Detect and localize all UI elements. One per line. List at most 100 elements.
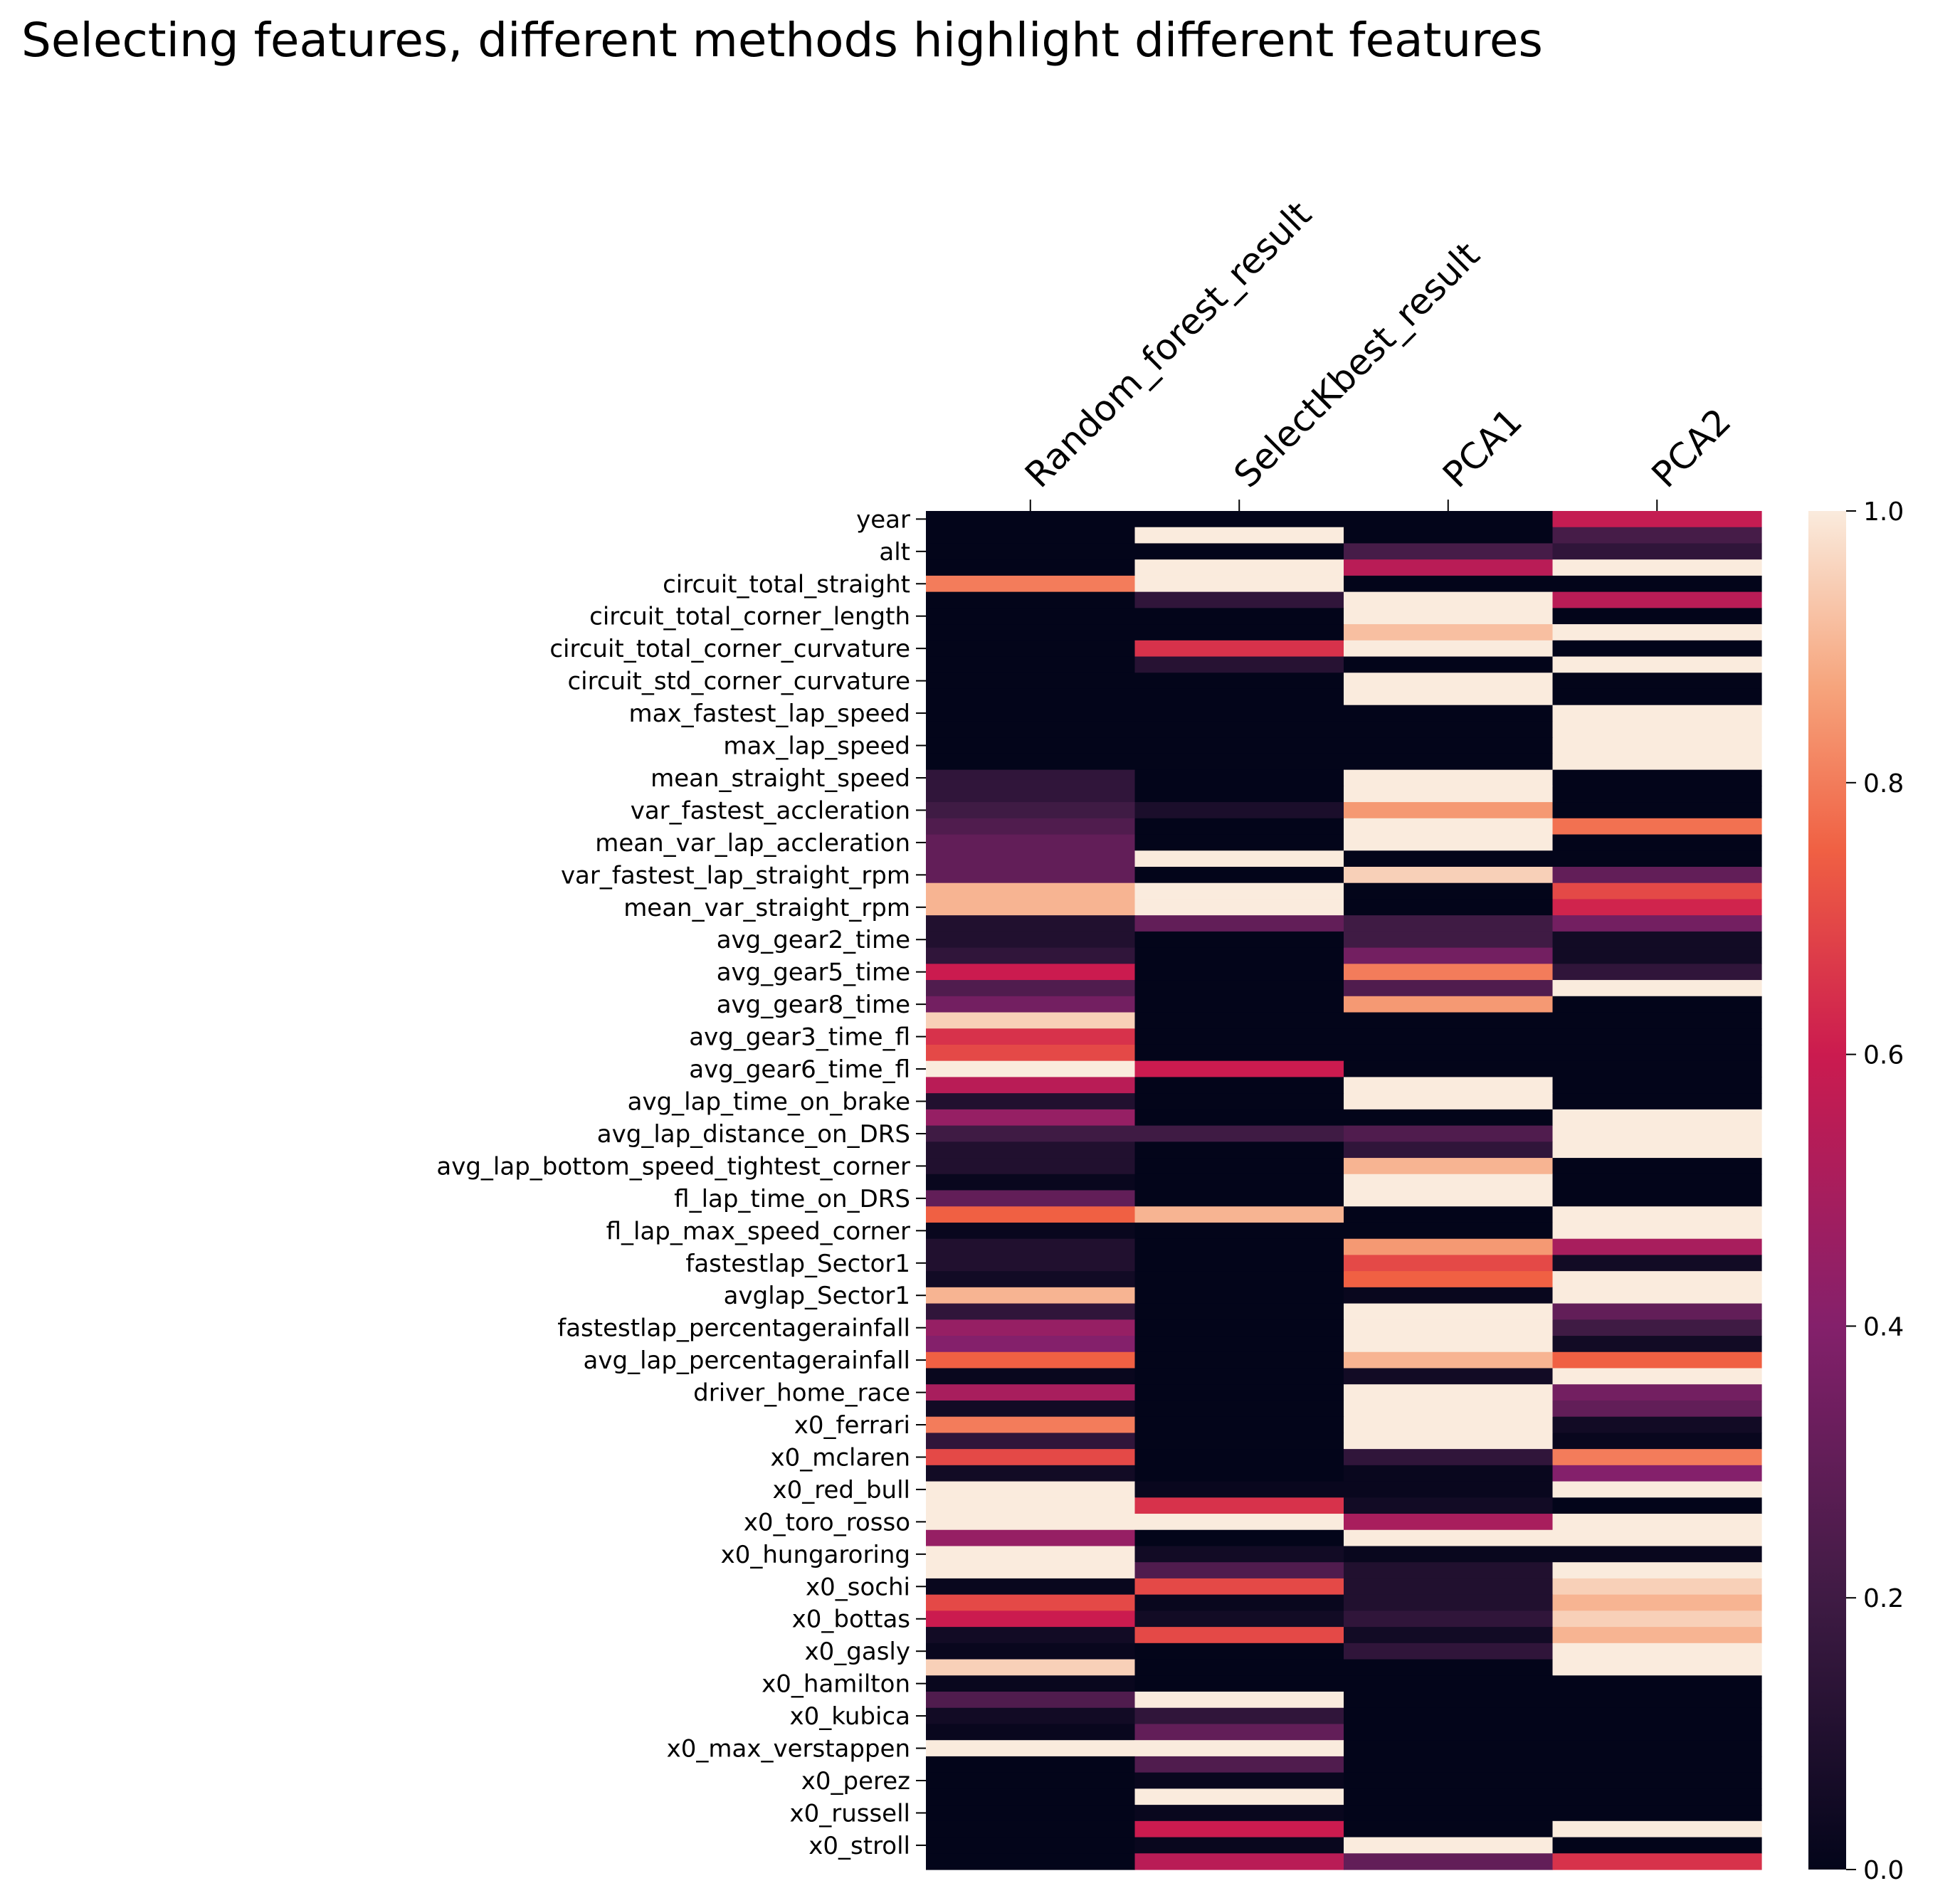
heatmap-cell: [1552, 559, 1762, 576]
heatmap-cell: [926, 575, 1136, 593]
heatmap-cell: [1134, 527, 1344, 544]
heatmap-cell: [1134, 1724, 1344, 1741]
heatmap-cell: [1552, 1336, 1762, 1353]
heatmap-cell: [1344, 980, 1554, 997]
heatmap-cell: [1134, 1125, 1344, 1142]
heatmap-cell: [1134, 1368, 1344, 1385]
heatmap-cell: [1552, 1433, 1762, 1450]
heatmap-cell: [926, 721, 1136, 738]
heatmap-cell: [926, 543, 1136, 560]
heatmap-cell: [926, 1529, 1136, 1547]
heatmap-cell: [1134, 769, 1344, 786]
heatmap-cell: [1344, 931, 1554, 949]
heatmap-cell: [926, 1578, 1136, 1596]
heatmap-cell: [1344, 996, 1554, 1013]
heatmap-cell: [1344, 1578, 1554, 1596]
heatmap-cell: [1552, 1028, 1762, 1045]
heatmap-cell: [1134, 1594, 1344, 1611]
heatmap-cell: [1344, 1724, 1554, 1741]
heatmap-cell: [1134, 1546, 1344, 1563]
heatmap-cell: [1344, 1514, 1554, 1531]
heatmap-cell: [1344, 1238, 1554, 1256]
heatmap-cell: [926, 559, 1136, 576]
colorbar-tick-label: 0.8: [1863, 769, 1904, 798]
heatmap-cell: [926, 1238, 1136, 1256]
heatmap-cell: [1134, 1465, 1344, 1482]
row-label: mean_straight_speed: [650, 764, 910, 793]
heatmap-cell: [1344, 1384, 1554, 1401]
heatmap-cell: [1552, 624, 1762, 641]
row-label: var_fastest_lap_straight_rpm: [561, 861, 910, 890]
heatmap-cell: [1552, 1481, 1762, 1498]
heatmap-cell: [1344, 1756, 1554, 1773]
heatmap-cell: [1134, 1610, 1344, 1628]
heatmap-cell: [1344, 834, 1554, 851]
heatmap-cell: [1552, 1805, 1762, 1822]
heatmap-cell: [926, 1692, 1136, 1709]
heatmap-cell: [926, 1044, 1136, 1062]
heatmap-cell: [1134, 996, 1344, 1013]
heatmap-cell: [926, 1190, 1136, 1207]
heatmap-cell: [926, 1077, 1136, 1094]
heatmap-cell: [1344, 866, 1554, 884]
heatmap-cell: [926, 802, 1136, 819]
row-label: x0_sochi: [806, 1573, 910, 1601]
heatmap-cell: [1134, 1384, 1344, 1401]
heatmap-cell: [1552, 1497, 1762, 1514]
heatmap-cell: [1134, 543, 1344, 560]
row-label: x0_bottas: [792, 1606, 910, 1634]
heatmap-cell: [926, 608, 1136, 625]
heatmap-cell: [1552, 1319, 1762, 1336]
row-label: circuit_total_corner_curvature: [549, 635, 910, 663]
heatmap-cell: [1552, 656, 1762, 673]
row-label: mean_var_lap_accleration: [595, 829, 910, 858]
heatmap-cell: [1552, 688, 1762, 706]
heatmap-cell: [1344, 1416, 1554, 1433]
heatmap-cell: [1552, 1594, 1762, 1611]
heatmap-cell: [1552, 996, 1762, 1013]
heatmap-cell: [1134, 1109, 1344, 1127]
heatmap-cell: [1134, 1271, 1344, 1288]
row-label: x0_ferrari: [794, 1411, 910, 1440]
heatmap-cell: [1134, 866, 1344, 884]
heatmap-cell: [1552, 931, 1762, 949]
heatmap-cell: [1552, 1287, 1762, 1304]
heatmap-cell: [1134, 591, 1344, 608]
heatmap-cell: [1134, 688, 1344, 706]
heatmap-cell: [1552, 673, 1762, 690]
column-label: PCA1: [1435, 401, 1530, 496]
heatmap-cell: [1344, 882, 1554, 900]
heatmap-cell: [1134, 1675, 1344, 1692]
heatmap-cell: [1552, 640, 1762, 658]
heatmap-cell: [1552, 527, 1762, 544]
heatmap-cell: [926, 834, 1136, 851]
heatmap-cell: [926, 688, 1136, 706]
heatmap-cell: [1552, 1692, 1762, 1709]
heatmap-cell: [926, 915, 1136, 932]
heatmap-cell: [1552, 737, 1762, 754]
heatmap-cell: [1344, 1546, 1554, 1563]
row-label: max_fastest_lap_speed: [629, 700, 910, 728]
heatmap-cell: [1344, 1820, 1554, 1838]
heatmap-cell: [1134, 1449, 1344, 1466]
heatmap-cell: [1552, 1255, 1762, 1272]
heatmap-cell: [926, 1319, 1136, 1336]
heatmap-cell: [1344, 1125, 1554, 1142]
heatmap-cell: [1552, 786, 1762, 803]
heatmap-cell: [1134, 1222, 1344, 1240]
heatmap-cell: [1134, 931, 1344, 949]
heatmap-cell: [1552, 1142, 1762, 1159]
heatmap-cell: [1344, 1206, 1554, 1223]
row-label: x0_stroll: [808, 1832, 910, 1860]
heatmap-cell: [1134, 1772, 1344, 1789]
heatmap-cell: [926, 1481, 1136, 1498]
heatmap-cell: [1552, 1659, 1762, 1676]
heatmap-cell: [1134, 1481, 1344, 1498]
heatmap-cell: [926, 1772, 1136, 1789]
heatmap-cell: [1134, 1206, 1344, 1223]
heatmap-cell: [1134, 673, 1344, 690]
heatmap-cell: [1344, 608, 1554, 625]
colorbar-tick-label: 0.2: [1863, 1584, 1904, 1613]
heatmap-cell: [1552, 1060, 1762, 1078]
heatmap-cell: [926, 737, 1136, 754]
